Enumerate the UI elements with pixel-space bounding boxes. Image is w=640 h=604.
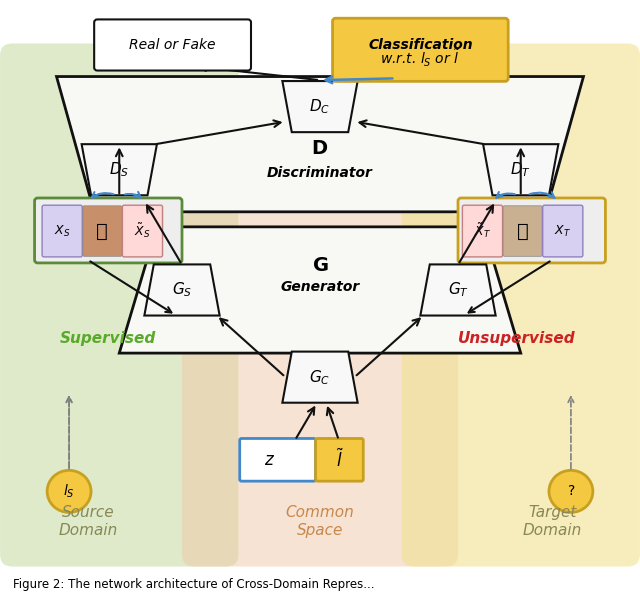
Text: $\tilde{X}_T$: $\tilde{X}_T$ bbox=[474, 222, 491, 240]
Polygon shape bbox=[56, 77, 584, 212]
Text: Real or Fake: Real or Fake bbox=[129, 37, 216, 52]
FancyBboxPatch shape bbox=[182, 212, 458, 567]
Text: $\mathbf{G}$: $\mathbf{G}$ bbox=[312, 257, 328, 275]
FancyBboxPatch shape bbox=[401, 43, 640, 567]
Polygon shape bbox=[82, 144, 157, 195]
Text: 👤: 👤 bbox=[516, 222, 529, 240]
FancyBboxPatch shape bbox=[543, 205, 583, 257]
FancyBboxPatch shape bbox=[240, 439, 316, 481]
Text: $G_T$: $G_T$ bbox=[447, 281, 468, 300]
Text: w.r.t. $l_S$ or $\tilde{l}$: w.r.t. $l_S$ or $\tilde{l}$ bbox=[380, 48, 460, 69]
Text: $G_S$: $G_S$ bbox=[172, 281, 192, 300]
Text: $D_C$: $D_C$ bbox=[309, 97, 331, 116]
FancyBboxPatch shape bbox=[122, 205, 163, 257]
FancyBboxPatch shape bbox=[42, 205, 83, 257]
Text: Supervised: Supervised bbox=[60, 330, 156, 345]
Polygon shape bbox=[483, 144, 558, 195]
Text: $\tilde{l}$: $\tilde{l}$ bbox=[336, 449, 343, 471]
Text: $D_S$: $D_S$ bbox=[109, 161, 129, 179]
Text: $z$: $z$ bbox=[264, 451, 275, 469]
Text: Generator: Generator bbox=[280, 280, 360, 294]
Text: Target
Domain: Target Domain bbox=[522, 506, 582, 538]
FancyBboxPatch shape bbox=[316, 439, 364, 481]
Text: $X_T$: $X_T$ bbox=[554, 223, 572, 239]
Text: $\mathbf{D}$: $\mathbf{D}$ bbox=[312, 139, 328, 158]
Text: Source
Domain: Source Domain bbox=[58, 506, 118, 538]
Circle shape bbox=[549, 471, 593, 512]
FancyBboxPatch shape bbox=[94, 19, 251, 71]
Text: Unsupervised: Unsupervised bbox=[458, 330, 575, 345]
Polygon shape bbox=[119, 227, 521, 353]
FancyBboxPatch shape bbox=[458, 198, 605, 263]
Text: Classification: Classification bbox=[368, 37, 473, 52]
Polygon shape bbox=[420, 265, 495, 315]
Text: $\tilde{X}_S$: $\tilde{X}_S$ bbox=[134, 222, 151, 240]
FancyBboxPatch shape bbox=[333, 18, 508, 82]
FancyBboxPatch shape bbox=[0, 43, 239, 567]
Polygon shape bbox=[282, 81, 358, 132]
Polygon shape bbox=[282, 352, 358, 403]
FancyBboxPatch shape bbox=[462, 205, 502, 257]
FancyBboxPatch shape bbox=[83, 206, 122, 256]
Text: $?$: $?$ bbox=[567, 484, 575, 498]
Text: $l_S$: $l_S$ bbox=[63, 483, 75, 500]
FancyBboxPatch shape bbox=[503, 206, 542, 256]
Text: $D_T$: $D_T$ bbox=[510, 161, 531, 179]
Text: Discriminator: Discriminator bbox=[267, 165, 373, 180]
Circle shape bbox=[47, 471, 91, 512]
Polygon shape bbox=[145, 265, 220, 315]
Text: Figure 2: The network architecture of Cross-Domain Repres...: Figure 2: The network architecture of Cr… bbox=[13, 578, 374, 591]
Text: Common
Space: Common Space bbox=[285, 506, 355, 538]
Text: $G_C$: $G_C$ bbox=[309, 368, 331, 387]
FancyBboxPatch shape bbox=[35, 198, 182, 263]
Text: $X_S$: $X_S$ bbox=[54, 223, 70, 239]
Text: 👤: 👤 bbox=[97, 222, 108, 240]
